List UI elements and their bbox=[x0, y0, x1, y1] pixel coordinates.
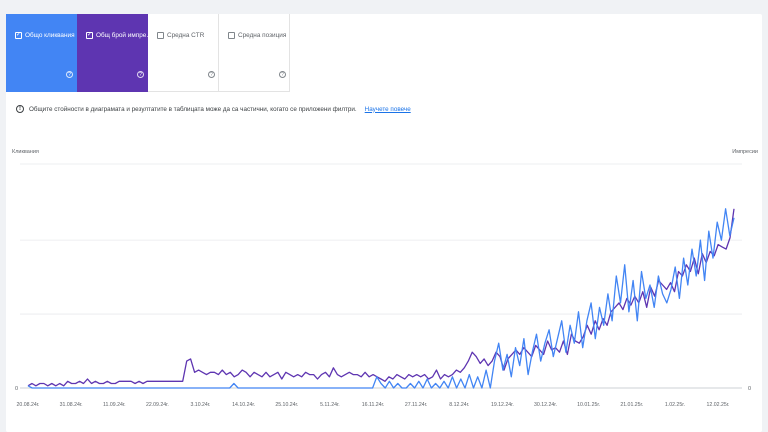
metric-total-impressions[interactable]: ✓ Общ брой импре… ? bbox=[77, 14, 153, 92]
x-tick-label: 19.12.24г. bbox=[491, 402, 514, 408]
x-tick-label: 27.11.24г. bbox=[405, 402, 428, 408]
x-tick-label: 25.10.24г. bbox=[275, 402, 298, 408]
x-tick-label: 22.09.24г. bbox=[146, 402, 169, 408]
checkbox-checked-icon[interactable]: ✓ bbox=[86, 32, 93, 39]
notice-text: Общите стойности в диаграмата и резултат… bbox=[29, 105, 357, 113]
impressions-line bbox=[27, 208, 735, 387]
x-tick-label: 5.11.24г. bbox=[320, 402, 340, 408]
x-tick-label: 11.09.24г. bbox=[103, 402, 126, 408]
chart-grid bbox=[20, 163, 742, 389]
metric-average-ctr[interactable]: Средна CTR ? bbox=[148, 14, 219, 92]
x-tick-label: 10.01.25г. bbox=[577, 402, 600, 408]
left-y-tick-label: 0 bbox=[15, 386, 18, 392]
info-icon: ! bbox=[16, 105, 24, 113]
chart-series bbox=[27, 208, 735, 389]
clicks-line bbox=[27, 208, 735, 389]
x-tick-label: 3.10.24г. bbox=[190, 402, 210, 408]
metric-average-position[interactable]: Средна позиция ? bbox=[219, 14, 290, 92]
help-icon[interactable]: ? bbox=[137, 71, 144, 78]
metric-label: Средна позиция bbox=[238, 32, 287, 39]
metric-tabs: ✓ Общо кликвания ? ✓ Общ брой импре… ? С… bbox=[6, 14, 290, 92]
help-icon[interactable]: ? bbox=[208, 71, 215, 78]
x-tick-label: 20.08.24г. bbox=[17, 402, 40, 408]
right-y-tick-label: 0 bbox=[748, 386, 751, 392]
x-tick-label: 30.12.24г. bbox=[534, 402, 557, 408]
performance-chart: 20.08.24г. 31.08.24г. 11.09.24г. 22.09.24г.… bbox=[15, 163, 751, 408]
x-tick-label: 21.01.25г. bbox=[620, 402, 643, 408]
performance-card: ✓ Общо кликвания ? ✓ Общ брой импре… ? С… bbox=[6, 14, 762, 432]
metric-label: Общо кликвания bbox=[25, 32, 75, 39]
help-icon[interactable]: ? bbox=[279, 71, 286, 78]
filter-notice: ! Общите стойности в диаграмата и резулт… bbox=[16, 105, 411, 113]
checkbox-unchecked-icon[interactable] bbox=[228, 32, 235, 39]
left-axis-title: Кликвания bbox=[12, 149, 39, 155]
checkbox-unchecked-icon[interactable] bbox=[157, 32, 164, 39]
learn-more-link[interactable]: Научете повече bbox=[364, 105, 411, 113]
help-icon[interactable]: ? bbox=[66, 71, 73, 78]
x-tick-label: 12.02.25г. bbox=[707, 402, 730, 408]
right-axis-title: Импресии bbox=[732, 149, 758, 155]
checkbox-checked-icon[interactable]: ✓ bbox=[15, 32, 22, 39]
x-tick-label: 16.11.24г. bbox=[362, 402, 385, 408]
x-tick-label: 1.02.25г. bbox=[665, 402, 685, 408]
x-tick-label: 8.12.24г. bbox=[449, 402, 469, 408]
metric-total-clicks[interactable]: ✓ Общо кликвания ? bbox=[6, 14, 77, 92]
x-tick-label: 14.10.24г. bbox=[232, 402, 255, 408]
x-tick-label: 31.08.24г. bbox=[60, 402, 83, 408]
metric-label: Общ брой импре… bbox=[96, 32, 153, 39]
x-axis-ticks: 20.08.24г. 31.08.24г. 11.09.24г. 22.09.24г.… bbox=[17, 402, 730, 408]
metric-label: Средна CTR bbox=[167, 32, 205, 39]
